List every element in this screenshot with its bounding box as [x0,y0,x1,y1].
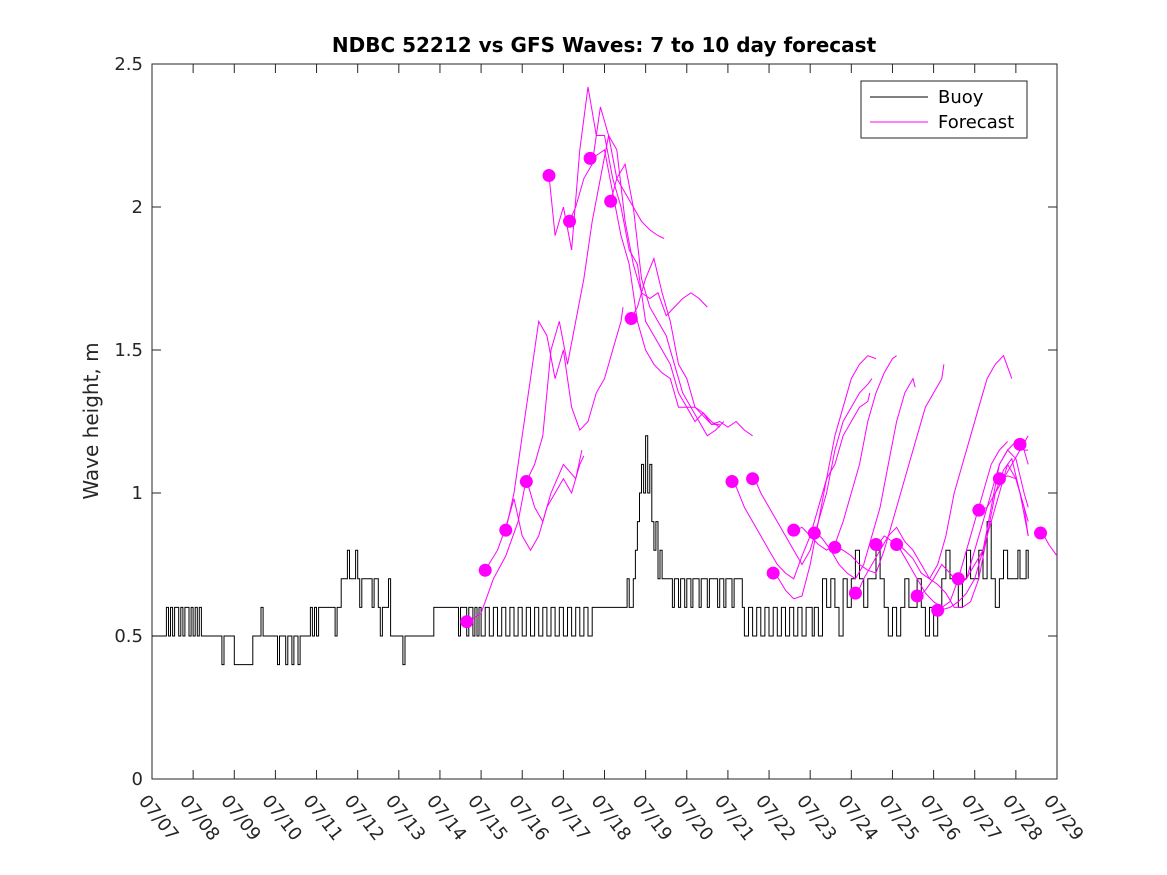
forecast-series-line [525,135,665,482]
forecast-start-point [542,169,556,183]
y-tick-label: 2.5 [114,54,143,75]
forecast-start-point [563,214,577,228]
y-axis: 0 0.5 1 1.5 2 2.5 [114,54,1057,790]
forecast-start-point [766,566,780,580]
forecast-start-point [972,503,986,517]
forecast-start-point [848,586,862,600]
legend-forecast-label: Forecast [938,112,1014,133]
forecast-series-line [898,435,1029,608]
y-tick-label: 0 [132,769,143,790]
forecast-start-point [478,563,492,577]
chart-title: NDBC 52212 vs GFS Waves: 7 to 10 day for… [332,33,877,57]
forecast-start-point [931,603,945,617]
legend-buoy-label: Buoy [938,87,984,108]
forecast-start-point [746,472,760,486]
forecast-start-point [725,475,739,489]
legend-box [860,80,1028,139]
forecast-series-line [733,392,871,580]
forecast-start-point [624,312,638,326]
buoy-series-line [152,435,1029,666]
plot-area: 07/0707/0807/0907/1007/1107/1207/1307/14… [114,54,1087,845]
forecast-series-line [774,355,877,600]
legend: Buoy Forecast [860,80,1028,139]
forecast-start-point [951,572,965,586]
forecast-series-line [468,449,583,623]
forecast-series-line [836,364,945,574]
axes-box [151,63,1058,780]
forecast-start-point [890,537,904,551]
y-axis-label: Wave height, m [79,342,103,499]
forecast-start-point [828,540,842,554]
forecast-start-point [519,475,533,489]
forecast-start-point [807,526,821,540]
y-tick-label: 1 [132,483,143,504]
forecast-series-line [918,440,1029,597]
forecast-start-point [787,523,801,537]
series-layer [152,86,1058,666]
forecast-start-point [910,589,924,603]
forecast-start-point [604,194,618,208]
forecast-start-point [869,537,883,551]
forecast-start-point [583,151,597,165]
y-tick-label: 1.5 [114,340,143,361]
y-tick-label: 0.5 [114,626,143,647]
forecast-series-line [939,449,1029,611]
forecast-series-line [569,106,708,317]
forecast-series-line [505,307,624,531]
forecast-start-point [460,615,474,629]
y-tick-label: 2 [132,197,143,218]
forecast-start-point [992,472,1006,486]
forecast-start-point [1034,526,1048,540]
forecast-start-point [1013,437,1027,451]
forecast-start-point [499,523,513,537]
forecast-series-line [610,162,725,437]
forecast-series-line [630,256,720,428]
forecast-series-line [548,86,753,437]
